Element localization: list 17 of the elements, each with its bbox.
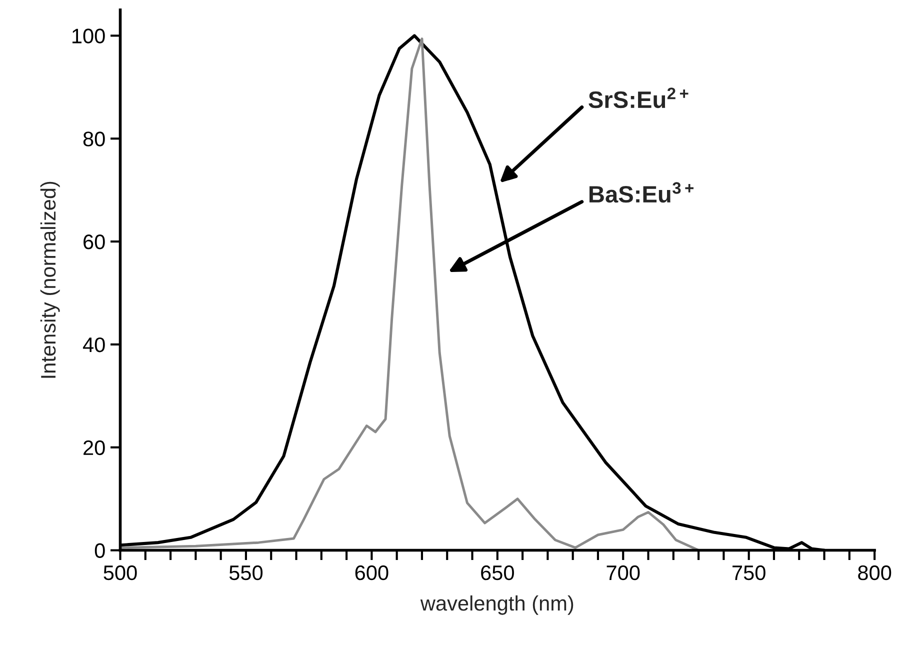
y-tick-label: 0 — [94, 543, 105, 558]
y-tick-label: 60 — [84, 234, 105, 250]
annotation: BaS:Eu$^{3+}$ — [590, 182, 694, 203]
y-tick-label: 40 — [82, 337, 105, 352]
x-tick-label: 500 — [104, 565, 137, 580]
x-axis-title: wavelength (nm) — [420, 595, 574, 615]
annotation: SrS:Eu$^{2+}$ — [588, 88, 688, 108]
y-tick-label: 20 — [84, 440, 105, 456]
y-tick-label: 80 — [83, 132, 105, 146]
x-tick-label: 800 — [858, 565, 892, 580]
x-tick-label: 600 — [355, 565, 388, 580]
x-tick-label: 650 — [481, 565, 514, 580]
x-tick-label: 750 — [732, 565, 766, 580]
x-tick-label: 550 — [229, 565, 263, 580]
x-tick-label: 700 — [606, 565, 640, 580]
y-axis-title: Intensity (normalized) — [40, 182, 60, 378]
y-tick-label: 100 — [72, 28, 105, 44]
